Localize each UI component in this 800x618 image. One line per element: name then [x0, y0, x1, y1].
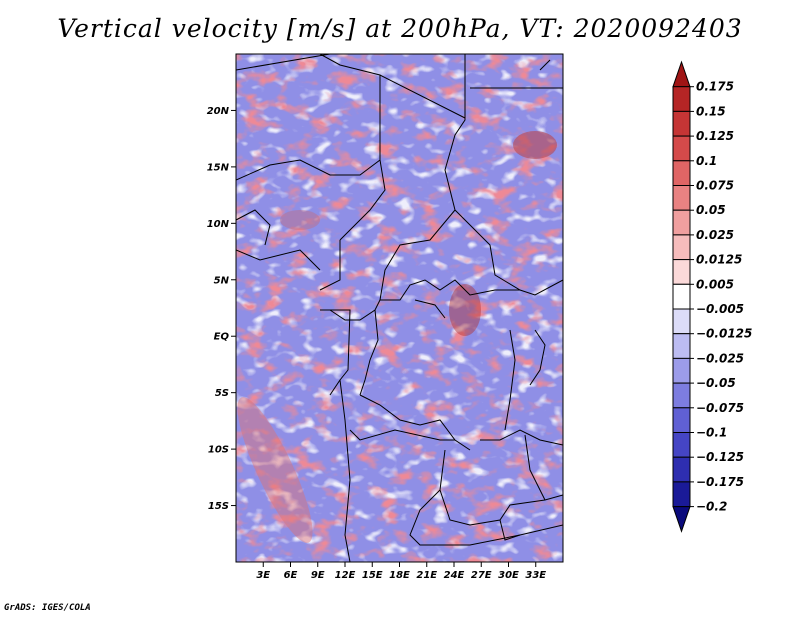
- colorbar-label: 0.005: [696, 277, 734, 291]
- colorbar-swatch: [672, 135, 691, 162]
- colorbar-swatch: [672, 283, 691, 310]
- colorbar-label: −0.05: [696, 376, 736, 390]
- colorbar-swatch: [672, 382, 691, 409]
- lon-tick-label: 6E: [284, 570, 298, 581]
- lat-tick-label: 15N: [207, 162, 230, 173]
- country-borders: [236, 54, 563, 562]
- lat-tick-label: EQ: [214, 332, 230, 343]
- colorbar-swatch: [672, 407, 691, 433]
- lat-tick-label: 5N: [214, 275, 230, 286]
- colorbar-label: 0.075: [696, 179, 734, 193]
- colorbar-label: −0.0125: [696, 327, 752, 341]
- lat-tick-label: 5S: [215, 388, 229, 399]
- colorbar-label: −0.025: [696, 351, 744, 365]
- colorbar-swatch: [672, 160, 691, 187]
- colorbar-swatch: [672, 110, 691, 137]
- colorbar-label: 0.1: [696, 154, 717, 168]
- colorbar-label: −0.075: [696, 401, 744, 415]
- lat-tick-label: 10N: [207, 219, 230, 230]
- colorbar-label: −0.2: [696, 500, 727, 514]
- lon-tick-label: 15E: [362, 570, 383, 581]
- colorbar-swatch: [672, 357, 691, 384]
- colorbar-swatch: [672, 308, 691, 335]
- lon-tick-label: 24E: [444, 570, 465, 581]
- colorbar-label: −0.005: [696, 302, 744, 316]
- colorbar-swatch: [672, 333, 691, 359]
- lon-tick-label: 21E: [416, 570, 437, 581]
- colorbar-swatch: [672, 259, 691, 285]
- lon-tick-label: 3E: [256, 570, 270, 581]
- colorbar-label: −0.175: [696, 475, 744, 489]
- lat-tick-label: 10S: [208, 445, 229, 456]
- colorbar-label: 0.175: [696, 80, 734, 94]
- chart-title: Vertical velocity [m/s] at 200hPa, VT: 2…: [57, 14, 743, 43]
- longitude-axis: 3E 6E 9E 12E 15E 18E 21E 24E 27E 30E 33E: [256, 562, 546, 581]
- lon-tick-label: 9E: [311, 570, 325, 581]
- lon-tick-label: 27E: [471, 570, 492, 581]
- colorbar: 0.175 0.15 0.125 0.1 0.075 0.05 0.025 0.0125 0.0…: [672, 60, 752, 533]
- colorbar-swatch: [672, 456, 691, 483]
- colorbar-swatch: [672, 185, 691, 211]
- grads-credit: GrADS: IGES/COLA: [4, 603, 91, 613]
- lon-tick-label: 12E: [335, 570, 356, 581]
- colorbar-swatch: [672, 86, 691, 112]
- map-field: [236, 54, 563, 562]
- colorbar-swatch: [672, 432, 691, 458]
- colorbar-label: 0.125: [696, 129, 734, 143]
- colorbar-label: −0.125: [696, 450, 744, 464]
- colorbar-min-arrow: [672, 506, 691, 533]
- lat-tick-label: 15S: [208, 501, 229, 512]
- latitude-axis: 20N 15N 10N 5N EQ 5S 10S 15S: [207, 106, 236, 512]
- colorbar-swatch: [672, 481, 691, 508]
- colorbar-label: 0.05: [696, 203, 726, 217]
- lon-tick-label: 30E: [498, 570, 519, 581]
- lon-tick-label: 33E: [525, 570, 546, 581]
- colorbar-max-arrow: [672, 60, 691, 88]
- colorbar-label: 0.0125: [696, 253, 742, 267]
- colorbar-swatch: [672, 234, 691, 261]
- colorbar-label: −0.1: [696, 426, 727, 440]
- colorbar-label: 0.025: [696, 228, 734, 242]
- colorbar-label: 0.15: [696, 104, 726, 118]
- lon-tick-label: 18E: [389, 570, 410, 581]
- colorbar-swatch: [672, 209, 691, 236]
- lat-tick-label: 20N: [207, 106, 230, 117]
